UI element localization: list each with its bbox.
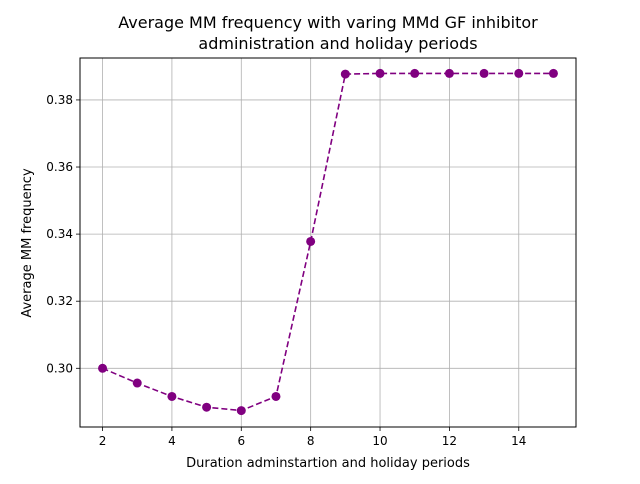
data-point <box>132 378 142 388</box>
data-point <box>375 68 385 78</box>
x-tick-label: 4 <box>168 434 176 448</box>
chart-title-line2: administration and holiday periods <box>198 34 477 53</box>
x-tick-label: 8 <box>307 434 315 448</box>
data-point <box>167 391 177 401</box>
grid <box>80 58 576 427</box>
data-point <box>271 391 281 401</box>
series-layer <box>98 68 558 416</box>
plot-frame <box>79 57 577 428</box>
data-point <box>306 236 316 246</box>
y-tick-label: 0.32 <box>46 294 73 308</box>
x-tick-label: 10 <box>372 434 387 448</box>
data-point <box>444 68 454 78</box>
chart-title-line1: Average MM frequency with varing MMd GF … <box>118 13 538 32</box>
x-tick-label: 14 <box>511 434 526 448</box>
x-tick-label: 12 <box>442 434 457 448</box>
y-tick-label: 0.36 <box>46 160 73 174</box>
ticks: 2 4 6 8 10 12 14 0.30 0.32 0.34 0.36 0.38 <box>46 93 526 448</box>
data-point <box>340 69 350 79</box>
data-point <box>548 68 558 78</box>
x-axis-label: Duration adminstartion and holiday perio… <box>186 456 470 471</box>
y-tick-label: 0.38 <box>46 93 73 107</box>
series-line <box>102 72 554 412</box>
data-point <box>410 68 420 78</box>
x-tick-label: 2 <box>99 434 107 448</box>
x-tick-label: 6 <box>237 434 245 448</box>
data-point <box>514 68 524 78</box>
y-tick-label: 0.34 <box>46 227 73 241</box>
y-axis-label: Average MM frequency <box>20 168 35 318</box>
data-point <box>236 406 246 416</box>
data-point <box>479 68 489 78</box>
data-point <box>202 402 212 412</box>
data-point <box>98 363 108 373</box>
y-tick-label: 0.30 <box>46 361 73 375</box>
